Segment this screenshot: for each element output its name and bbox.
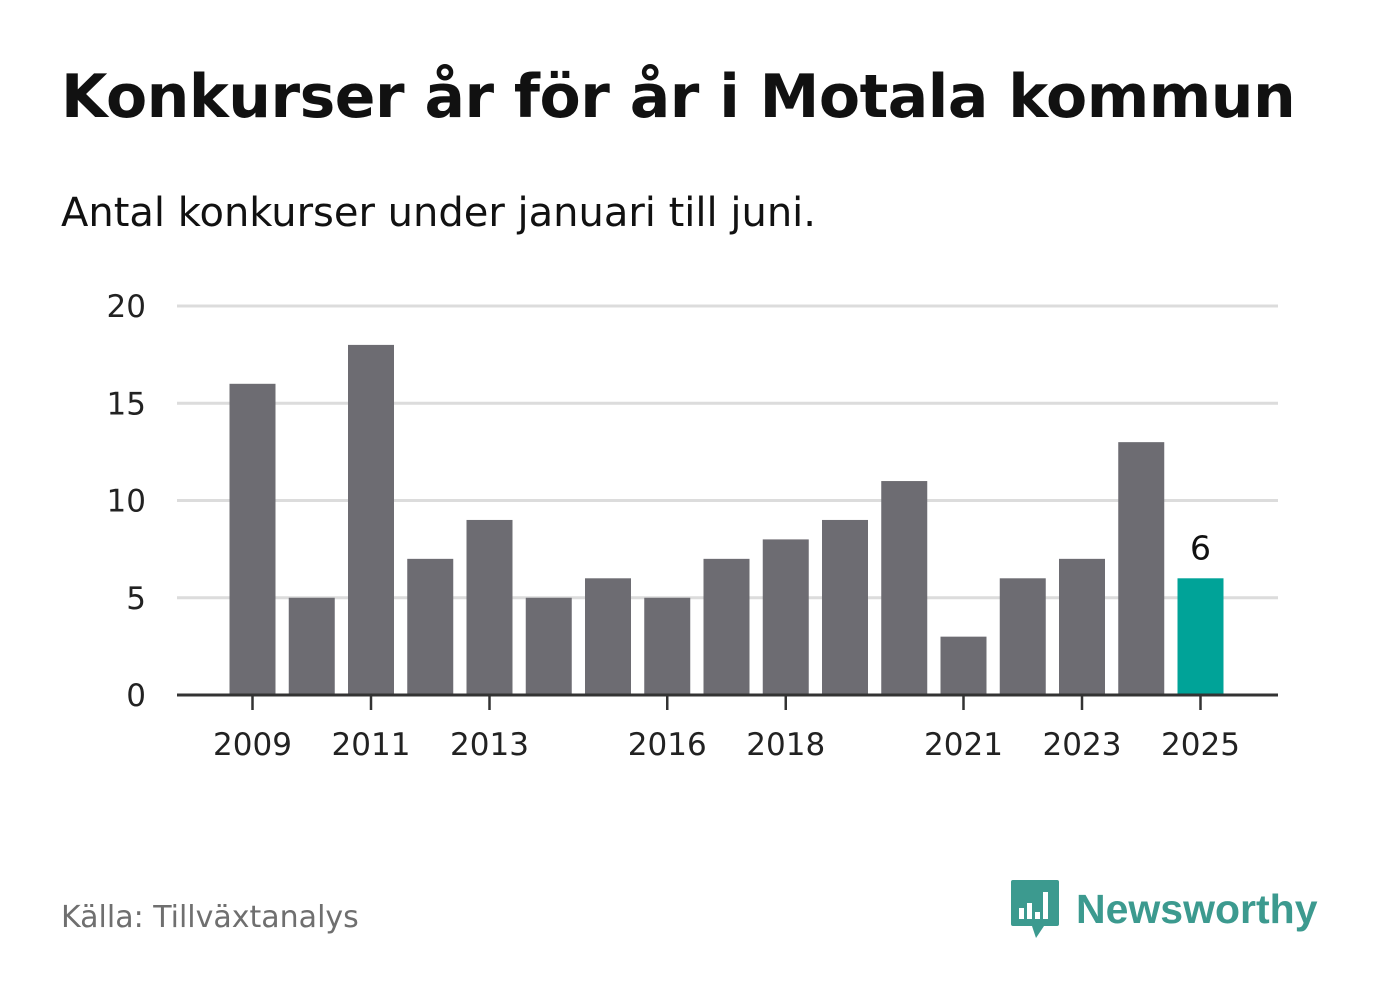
logo-text: Newsworthy (1076, 885, 1318, 932)
bar (407, 558, 454, 695)
chart-subtitle: Antal konkurser under januari till juni. (61, 190, 816, 236)
x-tick-label: 2025 (1161, 727, 1240, 763)
bar (644, 597, 691, 695)
x-tick-label: 2021 (924, 727, 1003, 763)
bar (525, 597, 572, 695)
x-tick-label: 2011 (332, 727, 411, 763)
bar (229, 383, 276, 695)
bar (1118, 442, 1165, 695)
bar (822, 519, 868, 695)
x-tick-label: 2018 (746, 727, 825, 763)
x-tick-label: 2013 (450, 727, 529, 763)
data-label: 6 (1190, 528, 1211, 567)
bar (881, 481, 928, 695)
chart-title: Konkurser år för år i Motala kommun (61, 62, 1296, 132)
bar-highlight (1177, 578, 1224, 695)
source-note: Källa: Tillväxtanalys (61, 900, 359, 935)
y-tick-label: 15 (107, 386, 146, 422)
bar (1059, 558, 1105, 695)
newsworthy-chart-bubble-icon (1011, 880, 1059, 938)
y-tick-label: 20 (107, 289, 146, 325)
bar (348, 344, 394, 695)
bar (288, 597, 335, 695)
y-tick-label: 10 (107, 484, 146, 520)
x-tick-label: 2023 (1043, 727, 1122, 763)
y-tick-label: 5 (126, 581, 146, 617)
bar (999, 578, 1046, 695)
x-tick-label: 2016 (628, 727, 707, 763)
bar (940, 636, 987, 695)
bar (703, 558, 750, 695)
bar (585, 578, 631, 695)
newsworthy-logo: Newsworthy (1010, 878, 1318, 940)
bar (466, 519, 513, 695)
y-tick-label: 0 (126, 678, 146, 714)
x-tick-label: 2009 (213, 727, 292, 763)
bar (762, 539, 809, 695)
